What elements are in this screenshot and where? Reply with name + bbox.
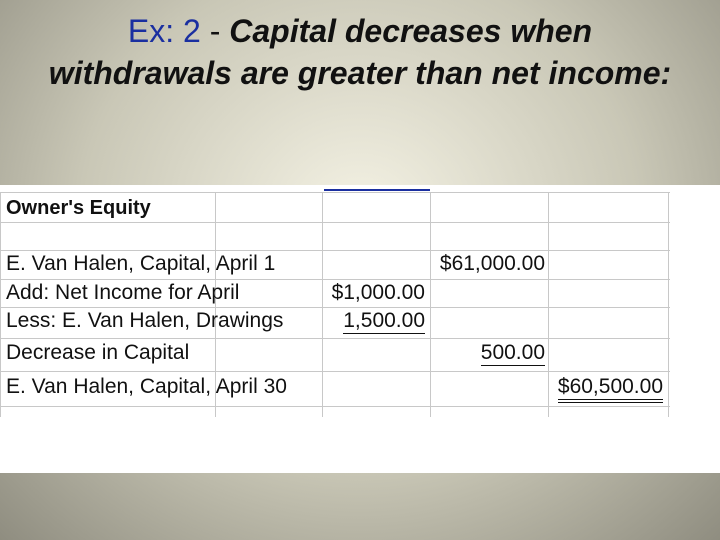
row-label: Decrease in Capital <box>6 341 190 364</box>
row-label: E. Van Halen, Capital, April 1 <box>6 252 276 275</box>
grid-line <box>0 192 1 417</box>
grid-line <box>215 192 216 417</box>
grid-line <box>0 338 670 339</box>
grid-line <box>0 406 670 407</box>
grid-line <box>0 307 670 308</box>
row-label: Less: E. Van Halen, Drawings <box>6 309 284 332</box>
grid-line <box>0 371 670 372</box>
grid-line <box>548 192 549 417</box>
row-label: E. Van Halen, Capital, April 30 <box>6 375 287 398</box>
title: Ex: 2 - Capital decreases when withdrawa… <box>40 10 680 94</box>
grid-line <box>430 192 431 417</box>
grid-line <box>0 279 670 280</box>
spreadsheet: Owner's Equity E. Van Halen, Capital, Apr… <box>0 185 720 473</box>
grid-line <box>0 250 670 251</box>
grid-line <box>668 192 669 417</box>
grid-line <box>0 222 670 223</box>
table-heading: Owner's Equity <box>6 197 151 219</box>
amount: 500.00 <box>480 341 545 366</box>
title-text: Capital decreases when withdrawals are g… <box>48 13 672 91</box>
amount: 1,500.00 <box>343 309 425 334</box>
grid-line <box>322 192 323 417</box>
grid-line <box>0 192 670 193</box>
title-separator: - <box>209 13 221 49</box>
row-label: Add: Net Income for April <box>6 281 240 304</box>
amount: $61,000.00 <box>439 252 545 275</box>
amount: $1,000.00 <box>331 281 425 304</box>
amount: $60,500.00 <box>557 375 663 403</box>
selection-edge <box>324 189 430 191</box>
title-label: Ex: 2 <box>127 13 201 49</box>
